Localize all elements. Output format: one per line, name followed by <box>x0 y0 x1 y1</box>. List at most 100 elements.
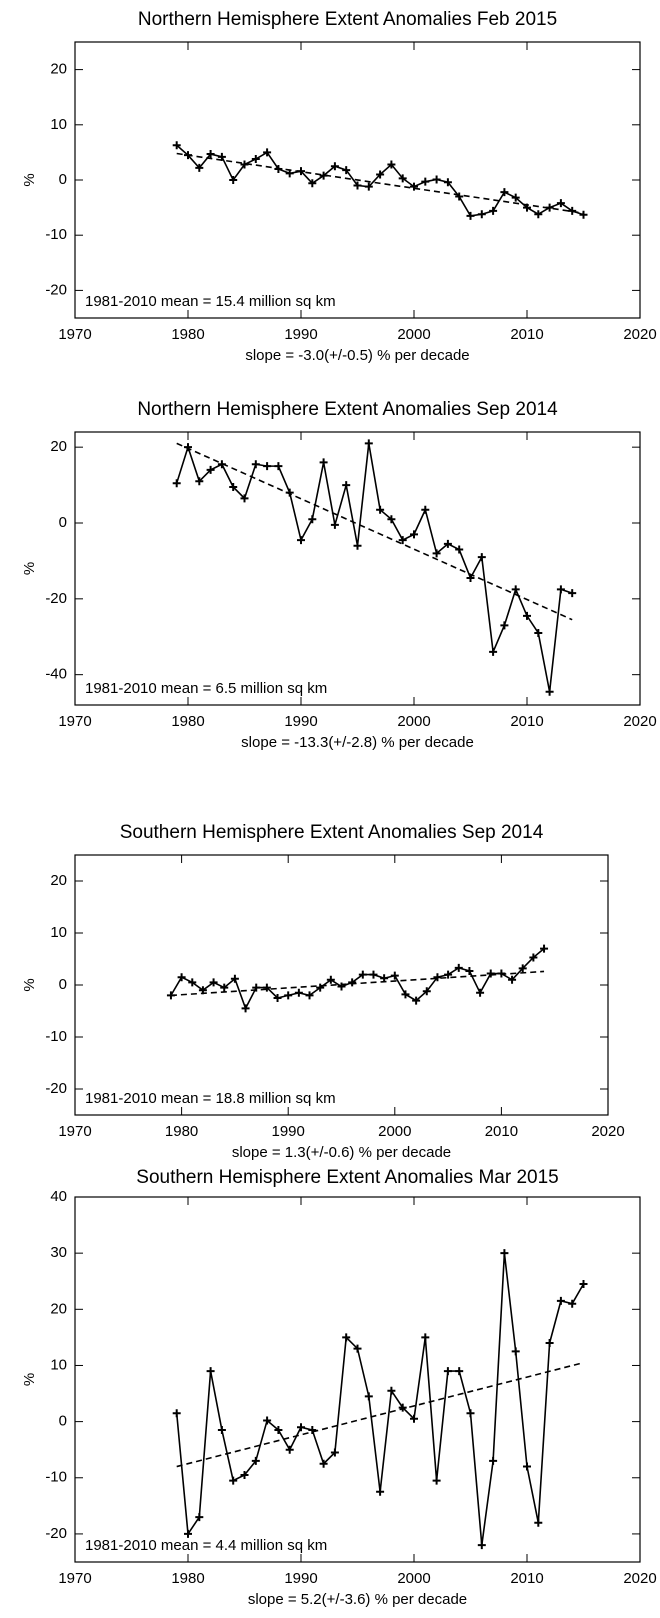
data-marker <box>433 973 442 982</box>
x-tick-label: 2020 <box>591 1123 624 1140</box>
data-marker <box>534 1518 543 1527</box>
data-marker <box>285 169 294 178</box>
data-marker <box>172 1409 181 1418</box>
x-tick-label: 2020 <box>623 1570 656 1587</box>
data-marker <box>579 1280 588 1289</box>
data-marker <box>263 462 272 471</box>
data-marker <box>274 164 283 173</box>
data-marker <box>500 621 509 630</box>
x-tick-label: 2020 <box>623 326 656 343</box>
data-marker <box>252 983 261 992</box>
data-marker <box>432 175 441 184</box>
data-marker <box>274 1426 283 1435</box>
annotation: 1981-2010 mean = 15.4 million sq km <box>85 293 336 310</box>
plot-frame <box>74 431 641 706</box>
data-marker <box>195 1513 204 1522</box>
data-marker <box>330 162 339 171</box>
data-marker <box>376 170 385 179</box>
x-tick-label: 1970 <box>58 1123 91 1140</box>
data-marker <box>229 482 238 491</box>
data-marker <box>251 460 260 469</box>
trend-line <box>176 152 584 214</box>
trend-line <box>170 970 545 997</box>
data-marker <box>455 192 464 201</box>
data-line <box>176 144 584 217</box>
y-tick-label: 0 <box>59 514 67 531</box>
data-marker <box>398 1403 407 1412</box>
data-marker <box>195 477 204 486</box>
data-marker <box>476 988 485 997</box>
data-marker <box>477 553 486 562</box>
data-marker <box>511 585 520 594</box>
data-marker <box>240 494 249 503</box>
data-marker <box>534 628 543 637</box>
data-marker <box>540 944 549 953</box>
data-marker <box>421 177 430 186</box>
data-marker <box>230 974 239 983</box>
y-tick-label: 40 <box>50 1188 67 1205</box>
y-tick-label: -20 <box>45 1080 67 1097</box>
x-tick-label: 1990 <box>284 326 317 343</box>
data-marker <box>455 545 464 554</box>
data-marker <box>529 953 538 962</box>
annotation: 1981-2010 mean = 18.8 million sq km <box>85 1090 336 1107</box>
data-marker <box>376 1487 385 1496</box>
data-marker <box>387 160 396 169</box>
data-marker <box>523 1462 531 1471</box>
data-marker <box>294 988 303 997</box>
y-tick-label: -20 <box>45 590 67 607</box>
data-marker <box>380 974 389 983</box>
data-marker <box>443 178 452 187</box>
data-marker <box>401 990 410 999</box>
data-marker <box>523 611 531 620</box>
data-marker <box>353 1344 362 1353</box>
data-marker <box>421 505 430 514</box>
data-marker <box>217 460 226 469</box>
chart-title: Northern Hemisphere Extent Anomalies Feb… <box>138 9 557 30</box>
data-marker <box>308 179 317 188</box>
data-marker <box>556 199 565 208</box>
data-marker <box>220 983 229 992</box>
y-tick-label: 20 <box>50 438 67 455</box>
data-marker <box>454 963 463 972</box>
data-marker <box>217 152 226 161</box>
chart-title: Northern Hemisphere Extent Anomalies Sep… <box>137 399 558 420</box>
x-axis-label: slope = 1.3(+/-0.6) % per decade <box>232 1144 451 1161</box>
x-tick-label: 2000 <box>397 713 430 730</box>
y-tick-label: 20 <box>50 1300 67 1317</box>
data-marker <box>348 978 357 987</box>
y-tick-label: -10 <box>45 226 67 243</box>
chart-title: Southern Hemisphere Extent Anomalies Sep… <box>120 822 544 843</box>
data-marker <box>229 176 238 184</box>
y-tick-label: 10 <box>50 924 67 941</box>
data-marker <box>206 465 215 474</box>
data-marker <box>240 1470 249 1479</box>
data-marker <box>556 585 565 594</box>
data-marker <box>184 1529 192 1538</box>
data-marker <box>206 1367 215 1376</box>
data-marker <box>297 167 305 176</box>
x-axis-label: slope = 5.2(+/-3.6) % per decade <box>248 1591 467 1608</box>
data-marker <box>330 520 339 529</box>
y-axis-label: % <box>21 978 38 991</box>
data-marker <box>172 479 181 488</box>
data-marker <box>523 203 531 212</box>
data-marker <box>273 994 282 1002</box>
data-marker <box>337 982 346 991</box>
data-line <box>170 947 545 1011</box>
data-marker <box>545 1339 554 1347</box>
y-tick-label: -40 <box>45 666 67 683</box>
data-marker <box>353 541 362 550</box>
chart-title: Southern Hemisphere Extent Anomalies Mar… <box>136 1167 558 1188</box>
x-tick-label: 2010 <box>510 1570 543 1587</box>
y-tick-label: 30 <box>50 1244 67 1261</box>
annotation: 1981-2010 mean = 6.5 million sq km <box>85 680 327 697</box>
data-marker <box>184 443 192 452</box>
data-marker <box>342 1333 351 1342</box>
data-marker <box>358 970 367 979</box>
data-marker <box>369 970 378 979</box>
data-marker <box>534 210 543 219</box>
data-marker <box>198 986 207 995</box>
data-marker <box>240 160 249 169</box>
